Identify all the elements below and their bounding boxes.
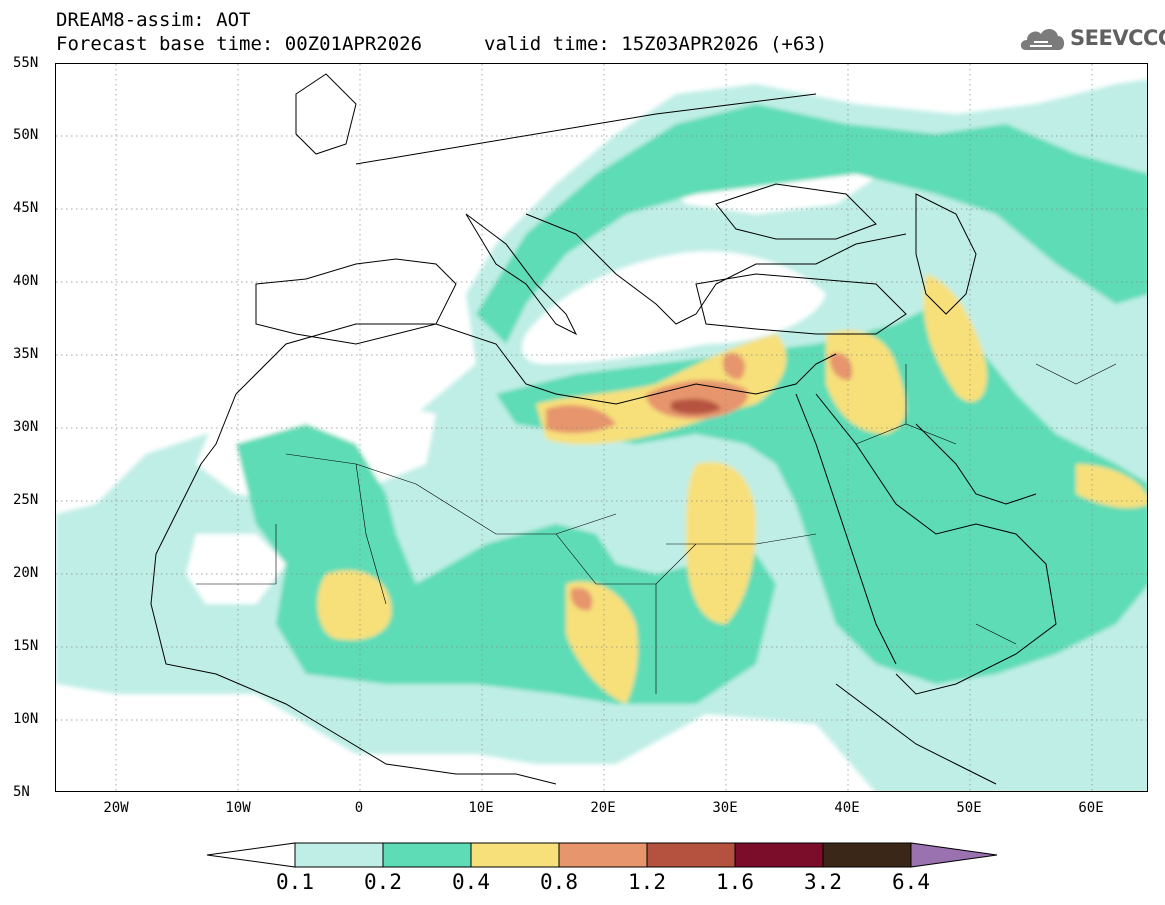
aot-band-08-egypt-north (722, 353, 746, 380)
lat-label-30n: 30N (13, 419, 39, 435)
lat-label-35n: 35N (13, 346, 39, 362)
colorbar-tick-0-8: 0.8 (540, 870, 578, 894)
aot-band-02-north (476, 104, 1147, 344)
lat-label-50n: 50N (13, 127, 39, 143)
lon-label-10e: 10E (468, 800, 494, 816)
lat-label-25n: 25N (13, 492, 39, 508)
aot-hole-balkans (522, 251, 826, 364)
colorbar-c6 (734, 842, 824, 868)
lat-label-10n: 10N (13, 711, 39, 727)
colorbar-tick-0-1: 0.1 (276, 870, 314, 894)
coast-caspian (915, 193, 977, 315)
lon-label-30e: 30E (712, 800, 738, 816)
aot-band-04-gulf (1076, 464, 1147, 509)
colorbar-tick-1-6: 1.6 (716, 870, 754, 894)
colorbar-c7 (822, 842, 912, 868)
coast-europe (355, 93, 817, 165)
coast-arabia (815, 393, 1057, 695)
coast-horn (835, 683, 997, 785)
lat-label-55n: 55N (13, 55, 39, 71)
map-plot (55, 63, 1148, 792)
colorbar-c2 (382, 842, 472, 868)
aot-band-04-iran (923, 274, 987, 403)
aot-band-04-mali (317, 570, 392, 641)
coast-black-sea (715, 183, 877, 240)
lon-label-20e: 20E (590, 800, 616, 816)
colorbar-tick-1-2: 1.2 (628, 870, 666, 894)
borders (196, 363, 1117, 694)
colorbar-arrow-high (910, 842, 998, 868)
title-line-2: Forecast base time: 00Z01APR2026 (56, 33, 423, 55)
coast-turkey (695, 273, 907, 335)
cloud-icon (1020, 28, 1065, 50)
graticule (56, 64, 1147, 791)
logo: SEEVCCC (1018, 22, 1165, 58)
lat-label-20n: 20N (13, 565, 39, 581)
lon-label-40e: 40E (834, 800, 860, 816)
coast-balkans (525, 213, 907, 325)
lat-label-15n: 15N (13, 638, 39, 654)
lon-label-50e: 50E (956, 800, 982, 816)
colorbar-tick-6-4: 6.4 (892, 870, 930, 894)
valid-time: valid time: 15Z03APR2026 (+63) (484, 33, 828, 55)
lat-label-45n: 45N (13, 200, 39, 216)
coast-africa-north (235, 323, 837, 405)
aot-band-04-chad (566, 581, 638, 704)
aot-band-04-iraq (826, 330, 906, 434)
lon-label-0: 0 (354, 800, 364, 816)
aot-band-08-iraq (830, 353, 853, 380)
colorbar-tick-0-2: 0.2 (364, 870, 402, 894)
coast-uk (295, 73, 357, 155)
colorbar-c5 (646, 842, 736, 868)
colorbar-c3 (470, 842, 560, 868)
aot-band-08-chad (570, 587, 593, 611)
coast-red-sea (795, 393, 897, 665)
aot-field-map (56, 64, 1147, 791)
lon-label-10w: 10W (225, 800, 251, 816)
colorbar-tick-3-2: 3.2 (804, 870, 842, 894)
aot-band-12-cyrenaica (671, 398, 721, 415)
coast-italy (465, 213, 578, 336)
colorbar-c4 (558, 842, 648, 868)
aot-hole-mauritania (186, 534, 286, 604)
coast-iberia (255, 258, 457, 345)
lat-label-40n: 40N (13, 273, 39, 289)
colorbar-c1 (294, 842, 384, 868)
aot-band-08-libya (546, 404, 616, 434)
logo-text: SEEVCCC (1070, 26, 1165, 50)
title-line-1: DREAM8-assim: AOT (56, 9, 251, 31)
lon-label-20w: 20W (103, 800, 129, 816)
coast-africa-west (150, 393, 557, 785)
lon-label-60e: 60E (1078, 800, 1104, 816)
colorbar-arrow-low (206, 842, 296, 868)
coastlines (150, 73, 1057, 785)
colorbar-tick-0-4: 0.4 (452, 870, 490, 894)
coast-gulf (915, 423, 1037, 505)
aot-band-04-egypt (686, 462, 756, 624)
lat-label-5n: 5N (13, 784, 30, 800)
colorbar (206, 842, 998, 868)
